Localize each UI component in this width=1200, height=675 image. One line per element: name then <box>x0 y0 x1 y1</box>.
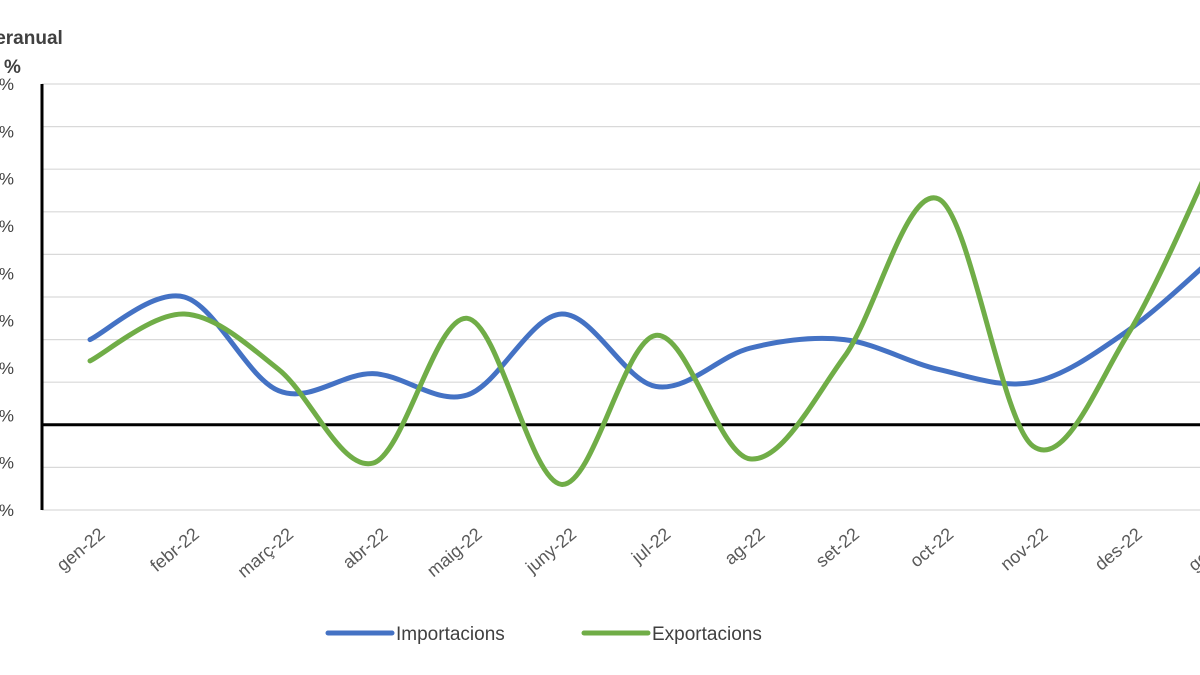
x-tick-label: maig-22 <box>423 524 486 581</box>
legend-label: Importacions <box>396 624 505 645</box>
y-tick-label: % <box>0 170 14 189</box>
x-tick-label: abr-22 <box>339 524 392 573</box>
y-tick-labels: %%%%%%%%%% <box>0 75 14 520</box>
legend-item-importacions: Importacions <box>325 624 505 645</box>
legend-item-exportacions: Exportacions <box>581 624 762 645</box>
x-tick-label: ag-22 <box>721 524 769 569</box>
y-axis-label: Interanual <box>0 28 63 49</box>
x-tick-labels: gen-22 febr-22 març-22 abr-22 maig-22 juny-22… <box>53 524 1200 582</box>
x-tick-label: set-22 <box>812 524 863 571</box>
x-tick-label: jul-22 <box>627 524 674 568</box>
x-tick-label: març-22 <box>234 524 297 582</box>
y-axis-unit: % <box>4 57 21 78</box>
y-tick-label: % <box>0 359 14 378</box>
x-tick-label: gen-22 <box>53 524 109 575</box>
legend-label: Exportacions <box>652 624 762 645</box>
x-tick-label: gen-23 <box>1184 524 1200 575</box>
series-line-importacions <box>87 266 1200 400</box>
x-tick-label: nov-22 <box>997 524 1052 575</box>
y-tick-label: % <box>0 122 14 141</box>
y-tick-label: % <box>0 454 14 473</box>
legend: Importacions Exportacions <box>325 624 762 645</box>
x-tick-label: juny-22 <box>521 524 580 578</box>
y-tick-label: % <box>0 264 14 283</box>
axes <box>40 84 1200 510</box>
y-tick-label: % <box>0 406 14 425</box>
series-lines <box>87 180 1200 487</box>
y-tick-label: % <box>0 217 14 236</box>
y-tick-label: % <box>0 312 14 331</box>
y-tick-label: % <box>0 501 14 520</box>
x-tick-label: des-22 <box>1091 524 1146 575</box>
gridlines <box>42 83 1200 511</box>
series-line-exportacions <box>87 180 1200 487</box>
x-tick-label: febr-22 <box>146 524 203 576</box>
x-tick-label: oct-22 <box>906 524 957 571</box>
y-tick-label: % <box>0 75 14 94</box>
